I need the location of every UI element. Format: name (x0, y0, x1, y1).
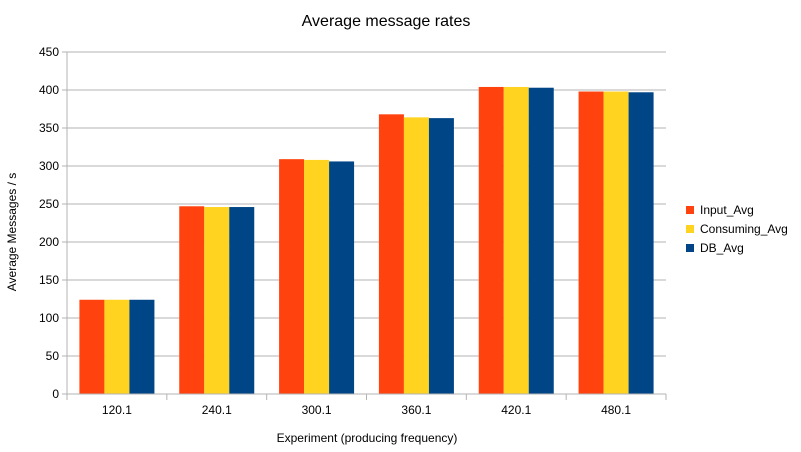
y-axis-label: Average Messages / s (5, 173, 19, 292)
bar-consuming-avg (403, 117, 429, 395)
bar-consuming-avg (104, 299, 130, 394)
y-tick-label: 350 (39, 121, 59, 135)
x-tick-label: 240.1 (202, 403, 232, 417)
axes (66, 52, 667, 400)
x-axis-tick-labels: 120.1 240.1 300.1 360.1 420.1 480.1 (102, 403, 632, 417)
x-tick-label: 300.1 (302, 403, 332, 417)
bar-input-avg (279, 159, 305, 394)
x-tick-label: 480.1 (601, 403, 631, 417)
bar-db-avg (428, 118, 454, 395)
x-tick-label: 120.1 (102, 403, 132, 417)
y-axis-tick-labels: 0 50 100 150 200 250 300 350 400 450 (39, 45, 59, 401)
y-tick-label: 300 (39, 159, 59, 173)
legend-label: Input_Avg (700, 203, 754, 217)
bar-consuming-avg (304, 159, 330, 394)
bar-db-avg (628, 92, 654, 394)
legend-label: Consuming_Avg (700, 222, 788, 236)
bar-consuming-avg (603, 91, 629, 395)
y-tick-label: 50 (46, 349, 60, 363)
legend-swatch (686, 244, 694, 252)
legend-swatch (686, 206, 694, 214)
bar-input-avg (79, 299, 105, 394)
y-tick-label: 150 (39, 273, 59, 287)
bar-input-avg (378, 114, 404, 394)
x-axis-label: Experiment (producing frequency) (277, 431, 458, 445)
gridlines (62, 51, 666, 395)
y-tick-label: 100 (39, 311, 59, 325)
bar-consuming-avg (204, 207, 230, 394)
bar-db-avg (229, 207, 255, 394)
x-tick-label: 360.1 (401, 403, 431, 417)
x-tick-label: 420.1 (501, 403, 531, 417)
y-tick-label: 250 (39, 197, 59, 211)
y-tick-label: 0 (52, 387, 59, 401)
bar-db-avg (528, 87, 554, 394)
bar-input-avg (578, 91, 604, 395)
y-tick-label: 450 (39, 45, 59, 59)
legend-swatch (686, 225, 694, 233)
bars (79, 86, 654, 395)
legend: Input_Avg Consuming_Avg DB_Avg (686, 203, 788, 255)
y-tick-label: 400 (39, 83, 59, 97)
bar-db-avg (129, 299, 155, 394)
bar-input-avg (179, 206, 205, 394)
bar-input-avg (478, 86, 504, 395)
chart-title: Average message rates (302, 13, 471, 30)
bar-consuming-avg (503, 86, 529, 395)
legend-label: DB_Avg (700, 241, 744, 255)
bar-db-avg (329, 161, 355, 394)
y-tick-label: 200 (39, 235, 59, 249)
